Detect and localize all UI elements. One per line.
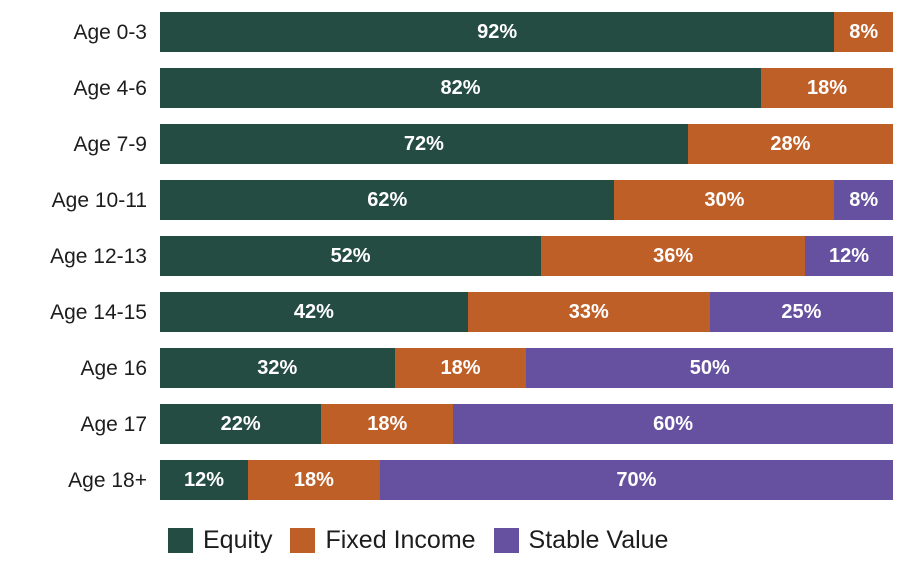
bar-track: 42% 33% 25% xyxy=(160,292,893,332)
category-label: Age 4-6 xyxy=(73,76,147,100)
bar-value-label: 18% xyxy=(807,77,848,99)
bar-segment-stable-value: 25% xyxy=(709,292,893,332)
bar-segment-fixed-income: 8% xyxy=(834,12,893,52)
bar-segment-equity: 92% xyxy=(160,12,835,52)
chart-row: Age 7-9 72% 28% xyxy=(0,124,900,164)
bar-value-label: 52% xyxy=(330,245,371,267)
bar-track: 62% 30% 8% xyxy=(160,180,893,220)
bar-track: 52% 36% 12% xyxy=(160,236,893,276)
bar-segment-equity: 12% xyxy=(160,460,248,500)
bar-segment-equity: 62% xyxy=(160,180,615,220)
bar-value-label: 28% xyxy=(770,133,811,155)
bar-segment-fixed-income: 18% xyxy=(394,348,527,388)
bar-value-label: 8% xyxy=(849,21,879,43)
legend-item-equity: Equity xyxy=(168,528,272,553)
legend: Equity Fixed Income Stable Value xyxy=(168,528,900,553)
fixed-income-swatch-icon xyxy=(290,528,316,553)
bar-segment-fixed-income: 30% xyxy=(614,180,835,220)
chart-row: Age 0-3 92% 8% xyxy=(0,12,900,52)
equity-swatch-icon xyxy=(168,528,193,553)
bar-value-label: 18% xyxy=(293,469,334,491)
bar-value-label: 60% xyxy=(653,413,694,435)
bar-segment-equity: 52% xyxy=(160,236,542,276)
bar-value-label: 72% xyxy=(403,133,444,155)
chart-row: Age 10-11 62% 30% 8% xyxy=(0,180,900,220)
legend-item-fixed-income: Fixed Income xyxy=(290,526,476,554)
category-label: Age 12-13 xyxy=(50,244,147,268)
bar-value-label: 42% xyxy=(293,301,334,323)
legend-label: Fixed Income xyxy=(325,526,476,554)
legend-item-stable-value: Stable Value xyxy=(493,526,669,554)
bar-segment-stable-value: 70% xyxy=(379,460,893,500)
bar-value-label: 30% xyxy=(704,189,745,211)
bar-value-label: 62% xyxy=(367,189,408,211)
bar-track: 72% 28% xyxy=(160,124,893,164)
bar-value-label: 18% xyxy=(440,357,481,379)
bar-segment-equity: 22% xyxy=(160,404,322,444)
bar-value-label: 33% xyxy=(568,301,609,323)
category-label: Age 17 xyxy=(80,412,147,436)
bar-value-label: 25% xyxy=(781,301,822,323)
bar-value-label: 12% xyxy=(828,245,870,267)
chart-row: Age 18+ 12% 18% 70% xyxy=(0,460,900,500)
bar-track: 32% 18% 50% xyxy=(160,348,893,388)
chart-row: Age 12-13 52% 36% 12% xyxy=(0,236,900,276)
bar-track: 12% 18% 70% xyxy=(160,460,893,500)
bar-track: 22% 18% 60% xyxy=(160,404,893,444)
bar-segment-equity: 72% xyxy=(160,124,688,164)
bar-value-label: 70% xyxy=(616,469,657,491)
bar-segment-equity: 32% xyxy=(160,348,395,388)
bar-segment-fixed-income: 18% xyxy=(247,460,380,500)
bar-segment-stable-value: 8% xyxy=(834,180,893,220)
bar-segment-fixed-income: 18% xyxy=(321,404,454,444)
bar-segment-stable-value: 60% xyxy=(453,404,893,444)
bar-value-label: 82% xyxy=(440,77,481,99)
bar-segment-equity: 82% xyxy=(160,68,762,108)
legend-label: Stable Value xyxy=(528,526,669,554)
bar-segment-equity: 42% xyxy=(160,292,468,332)
bar-segment-fixed-income: 33% xyxy=(467,292,710,332)
bar-value-label: 12% xyxy=(183,469,224,491)
chart-row: Age 16 32% 18% 50% xyxy=(0,348,900,388)
category-label: Age 10-11 xyxy=(51,188,147,212)
bar-segment-fixed-income: 28% xyxy=(687,124,893,164)
bar-value-label: 32% xyxy=(257,357,298,379)
chart-row: Age 4-6 82% 18% xyxy=(0,68,900,108)
bar-value-label: 50% xyxy=(689,357,730,379)
chart-rows: Age 0-3 92% 8% Age 4-6 82% 18% Age 7-9 72% 28% Ag… xyxy=(0,12,900,500)
bar-value-label: 36% xyxy=(653,245,694,267)
chart-row: Age 14-15 42% 33% 25% xyxy=(0,292,900,332)
category-label: Age 7-9 xyxy=(73,132,147,156)
bar-track: 92% 8% xyxy=(160,12,893,52)
category-label: Age 0-3 xyxy=(73,20,147,44)
bar-value-label: 22% xyxy=(220,413,261,435)
bar-value-label: 8% xyxy=(849,189,879,211)
category-label: Age 18+ xyxy=(68,468,147,492)
bar-track: 82% 18% xyxy=(160,68,893,108)
category-label: Age 16 xyxy=(80,356,147,380)
bar-value-label: 92% xyxy=(477,21,518,43)
chart-row: Age 17 22% 18% 60% xyxy=(0,404,900,444)
bar-segment-fixed-income: 36% xyxy=(541,236,806,276)
stable-value-swatch-icon xyxy=(493,528,519,553)
category-label: Age 14-15 xyxy=(50,300,147,324)
bar-segment-stable-value: 50% xyxy=(526,348,893,388)
legend-label: Equity xyxy=(203,526,273,554)
bar-value-label: 18% xyxy=(367,413,408,435)
bar-segment-fixed-income: 18% xyxy=(761,68,893,108)
bar-segment-stable-value: 12% xyxy=(805,236,893,276)
